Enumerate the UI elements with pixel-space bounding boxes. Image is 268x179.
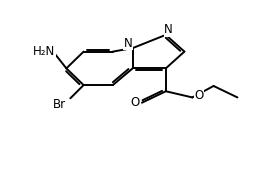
Text: H₂N: H₂N [33, 45, 55, 58]
Text: O: O [131, 96, 140, 109]
Text: Br: Br [53, 98, 66, 111]
Text: N: N [124, 37, 132, 50]
Text: O: O [194, 89, 204, 102]
Text: N: N [164, 23, 173, 36]
